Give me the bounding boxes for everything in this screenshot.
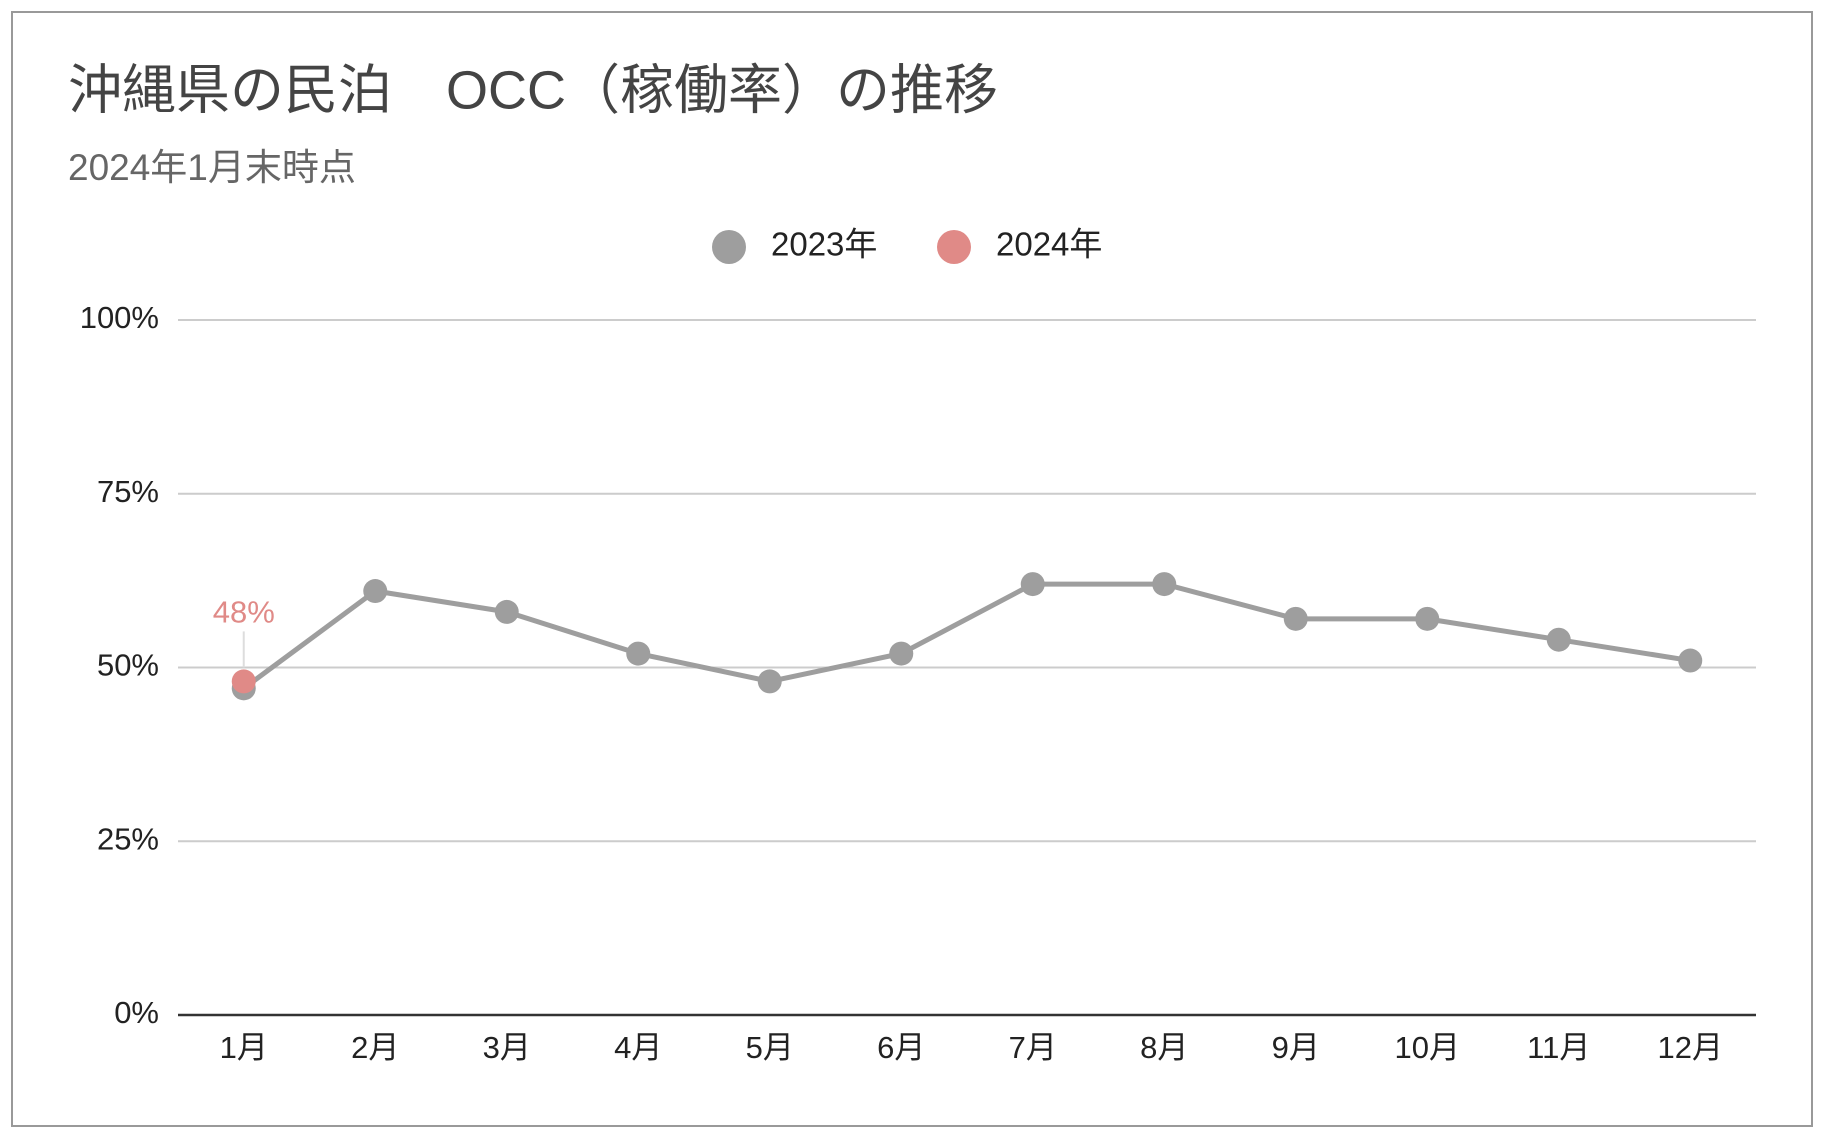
chart-subtitle: 2024年1月末時点	[68, 147, 356, 188]
x-tick-label: 4月	[614, 1030, 662, 1065]
legend-label: 2024年	[996, 226, 1102, 263]
data-point	[1678, 648, 1703, 673]
x-tick-label: 7月	[1009, 1030, 1057, 1065]
legend-label: 2023年	[771, 226, 877, 263]
data-point	[1283, 606, 1308, 631]
x-tick-label: 6月	[877, 1030, 925, 1065]
data-point	[494, 599, 519, 624]
x-tick-label: 8月	[1140, 1030, 1188, 1065]
data-point	[1152, 572, 1177, 597]
x-tick-label: 1月	[220, 1030, 268, 1065]
data-point	[1020, 572, 1045, 597]
data-point	[231, 669, 256, 694]
x-tick-label: 5月	[746, 1030, 794, 1065]
x-tick-label: 2月	[351, 1030, 399, 1065]
x-tick-label: 9月	[1272, 1030, 1320, 1065]
chart-title: 沖縄県の民泊 OCC（稼働率）の推移	[68, 60, 998, 120]
x-tick-label: 11月	[1527, 1030, 1590, 1065]
y-tick-label: 25%	[97, 821, 159, 856]
data-point	[1546, 627, 1571, 652]
x-tick-label: 3月	[483, 1030, 531, 1065]
series-line	[242, 581, 1691, 691]
data-label: 48%	[213, 595, 275, 630]
data-point	[626, 641, 651, 666]
chart-border	[11, 11, 1813, 1127]
y-tick-label: 100%	[80, 300, 159, 335]
x-tick-label: 12月	[1658, 1030, 1723, 1065]
data-point	[889, 641, 914, 666]
data-point	[757, 669, 782, 694]
legend-marker	[712, 230, 746, 264]
y-tick-label: 75%	[97, 474, 159, 509]
x-tick-label: 10月	[1395, 1030, 1460, 1065]
legend-marker	[937, 230, 971, 264]
data-point	[363, 579, 388, 604]
data-point	[1415, 606, 1440, 631]
y-tick-label: 0%	[114, 995, 159, 1030]
y-tick-label: 50%	[97, 648, 159, 683]
